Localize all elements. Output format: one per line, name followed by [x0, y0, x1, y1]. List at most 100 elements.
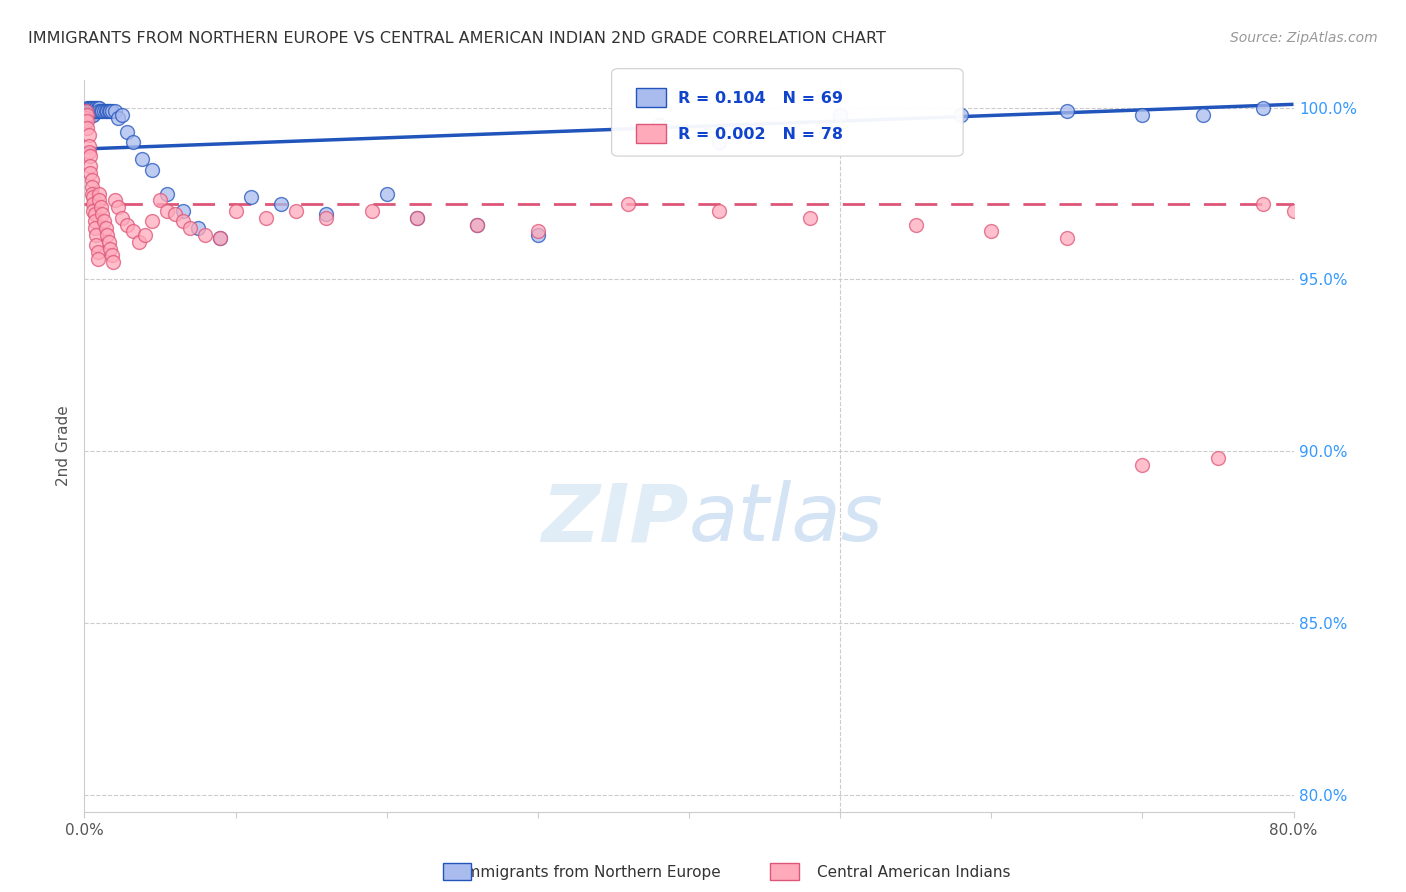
Point	[77, 145, 100, 160]
Point	[94, 104, 117, 119]
Point	[1056, 231, 1078, 245]
Point	[79, 104, 101, 119]
Point	[82, 190, 104, 204]
Point	[91, 207, 114, 221]
Point	[76, 114, 98, 128]
Point	[75, 111, 97, 125]
Point	[375, 186, 398, 201]
Point	[121, 224, 143, 238]
Point	[111, 211, 134, 225]
Point	[80, 101, 103, 115]
Point	[134, 227, 156, 242]
Point	[121, 135, 143, 149]
Point	[315, 211, 337, 225]
Point	[89, 101, 111, 115]
Point	[104, 104, 127, 119]
Point	[100, 104, 122, 119]
Point	[156, 203, 179, 218]
Point	[1206, 450, 1229, 465]
Point	[77, 101, 100, 115]
Point	[830, 107, 852, 121]
Point	[76, 121, 98, 136]
Point	[950, 107, 973, 121]
Point	[1253, 197, 1275, 211]
Point	[82, 203, 104, 218]
Point	[87, 252, 110, 266]
Point	[90, 200, 112, 214]
Point	[799, 211, 821, 225]
Point	[86, 227, 108, 242]
Point	[76, 107, 98, 121]
Point	[76, 104, 98, 119]
Point	[80, 179, 103, 194]
Text: ZIP: ZIP	[541, 480, 689, 558]
Point	[617, 197, 640, 211]
Text: Immigrants from Northern Europe: Immigrants from Northern Europe	[461, 865, 720, 880]
Point	[172, 203, 194, 218]
Point	[270, 197, 292, 211]
Point	[86, 104, 108, 119]
Point	[194, 227, 217, 242]
Point	[75, 104, 97, 119]
Point	[79, 159, 101, 173]
Point	[527, 224, 550, 238]
Point	[82, 107, 104, 121]
Point	[79, 107, 101, 121]
Point	[90, 104, 112, 119]
Text: Central American Indians: Central American Indians	[817, 865, 1011, 880]
Point	[80, 104, 103, 119]
Point	[1130, 107, 1153, 121]
Point	[79, 149, 101, 163]
Point	[141, 214, 163, 228]
Point	[76, 107, 98, 121]
Point	[80, 173, 103, 187]
Point	[75, 104, 97, 119]
Point	[82, 197, 104, 211]
Point	[80, 107, 103, 121]
Point	[406, 211, 429, 225]
Point	[980, 224, 1002, 238]
Point	[1056, 104, 1078, 119]
Point	[98, 242, 121, 256]
Point	[115, 218, 138, 232]
Point	[225, 203, 247, 218]
Point	[87, 104, 110, 119]
Point	[98, 104, 121, 119]
Point	[406, 211, 429, 225]
Point	[128, 235, 150, 249]
Text: IMMIGRANTS FROM NORTHERN EUROPE VS CENTRAL AMERICAN INDIAN 2ND GRADE CORRELATION: IMMIGRANTS FROM NORTHERN EUROPE VS CENTR…	[28, 31, 886, 46]
Point	[467, 218, 489, 232]
Point	[75, 107, 97, 121]
Point	[156, 186, 179, 201]
Point	[84, 104, 107, 119]
Point	[89, 186, 111, 201]
Point	[467, 218, 489, 232]
Y-axis label: 2nd Grade: 2nd Grade	[56, 406, 72, 486]
Point	[84, 214, 107, 228]
Point	[77, 138, 100, 153]
Point	[527, 227, 550, 242]
Point	[209, 231, 232, 245]
Point	[80, 186, 103, 201]
Point	[904, 218, 927, 232]
Point	[179, 221, 201, 235]
Point	[1253, 101, 1275, 115]
Point	[165, 207, 187, 221]
Point	[187, 221, 209, 235]
Point	[111, 107, 134, 121]
Point	[94, 221, 117, 235]
Point	[87, 244, 110, 259]
Point	[77, 104, 100, 119]
Text: atlas: atlas	[689, 480, 884, 558]
Point	[91, 104, 114, 119]
Point	[82, 104, 104, 119]
Point	[141, 162, 163, 177]
Point	[360, 203, 382, 218]
Point	[115, 125, 138, 139]
Point	[239, 190, 262, 204]
Point	[84, 207, 107, 221]
Point	[77, 128, 100, 143]
Point	[107, 200, 129, 214]
Point	[107, 111, 129, 125]
Point	[131, 153, 153, 167]
